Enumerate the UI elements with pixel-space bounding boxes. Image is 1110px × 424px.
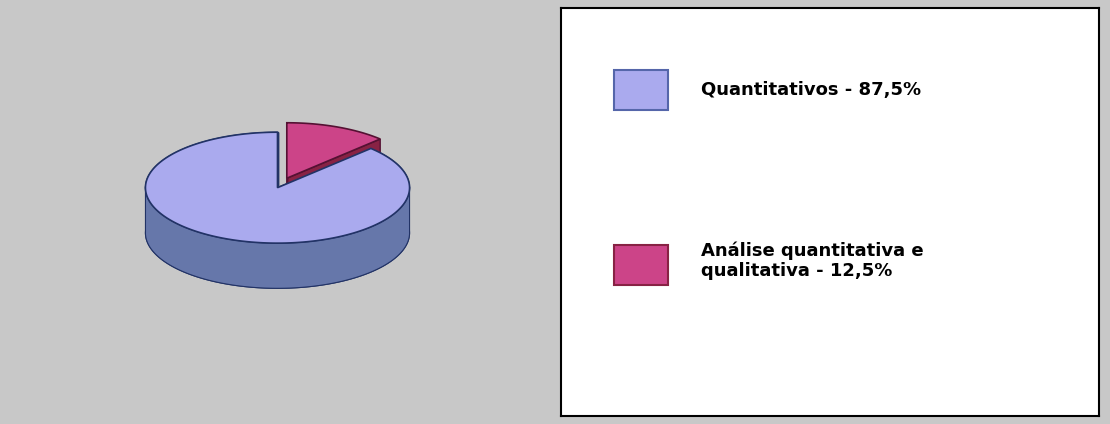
Bar bbox=[615, 245, 668, 285]
Bar bbox=[615, 70, 668, 110]
Polygon shape bbox=[145, 132, 410, 243]
Polygon shape bbox=[278, 148, 371, 233]
Polygon shape bbox=[145, 132, 410, 288]
Polygon shape bbox=[145, 187, 410, 288]
Text: Quantitativos - 87,5%: Quantitativos - 87,5% bbox=[700, 81, 920, 99]
Polygon shape bbox=[286, 139, 381, 223]
Text: Análise quantitativa e
qualitativa - 12,5%: Análise quantitativa e qualitativa - 12,… bbox=[700, 241, 924, 281]
Polygon shape bbox=[286, 123, 381, 178]
